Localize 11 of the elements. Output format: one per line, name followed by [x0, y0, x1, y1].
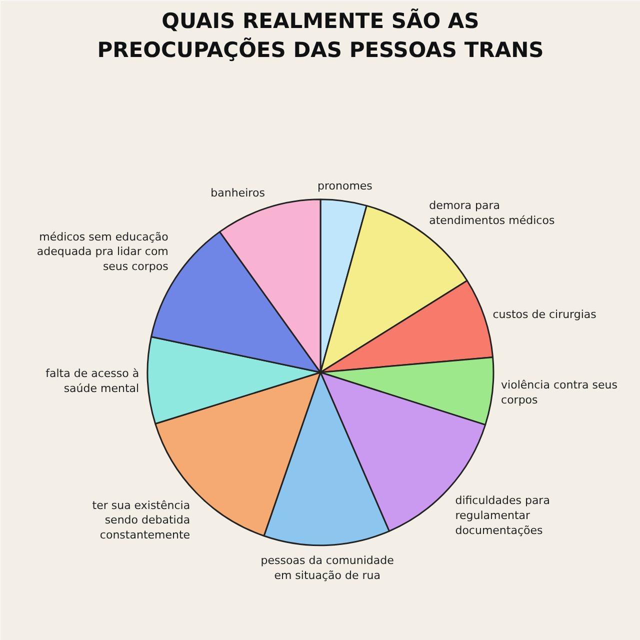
slice-label: custos de cirurgias: [492, 308, 597, 322]
slice-label: médicos sem educação adequada pra lidar com seus corpos: [36, 230, 169, 274]
slice-label: violência contra seus corpos: [501, 378, 618, 406]
slice-label: demora para atendimentos médicos: [429, 198, 555, 227]
slice-label: dificuldades para regulamentar documentações: [455, 494, 550, 538]
slice-label: banheiros: [210, 186, 266, 200]
slice-label: falta de acesso à saúde mental: [46, 366, 140, 395]
slice-label: pessoas da comunidade em situação de rua: [260, 554, 394, 582]
slice-label: ter sua existência sendo debatida constantemente: [92, 498, 190, 542]
chart-title: QUAIS REALMENTE SÃO AS PREOCUPAÇÕES DAS PESSOAS TRANS: [97, 8, 544, 62]
slice-label: pronomes: [318, 179, 373, 192]
